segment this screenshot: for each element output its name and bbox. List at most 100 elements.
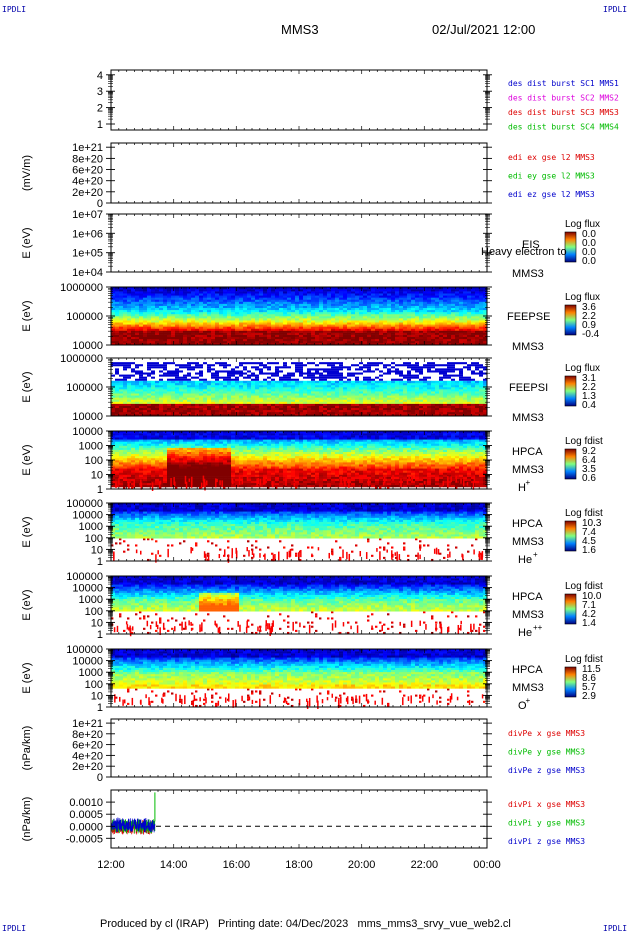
heatmap-cell	[147, 289, 151, 291]
heatmap-cell	[331, 393, 335, 395]
heatmap-cell	[207, 310, 211, 312]
heatmap-cell	[395, 312, 399, 314]
heatmap-cell	[271, 328, 275, 330]
heatmap-cell	[155, 362, 159, 364]
heatmap-cell	[127, 302, 131, 304]
heatmap-cell	[299, 402, 303, 404]
heatmap-cell	[119, 339, 123, 341]
heatmap-cell	[315, 412, 319, 414]
heatmap-cell	[231, 308, 235, 310]
heatmap-cell	[307, 395, 311, 397]
heatmap-cell	[459, 306, 463, 308]
heatmap-cell	[147, 375, 151, 377]
heatmap-cell	[247, 333, 251, 335]
heatmap-cell	[247, 393, 251, 395]
heatmap-cell	[407, 306, 411, 308]
heatmap-cell	[119, 324, 123, 326]
heatmap-cell	[431, 312, 435, 314]
heatmap-cell	[351, 324, 355, 326]
heatmap-cell	[423, 337, 427, 339]
heatmap-cell	[195, 366, 199, 368]
heatmap-cell	[275, 381, 279, 383]
heatmap-cell	[151, 362, 155, 364]
heatmap-cell	[295, 408, 299, 410]
heatmap-cell	[283, 322, 287, 324]
heatmap-cell	[175, 364, 179, 366]
heatmap-cell	[143, 387, 147, 389]
heatmap-cell	[163, 331, 167, 333]
heatmap-cell	[471, 299, 475, 301]
heatmap-cell	[207, 312, 211, 314]
heatmap-cell	[339, 335, 343, 337]
heatmap-cell	[343, 399, 347, 401]
heatmap-cell	[191, 337, 195, 339]
heatmap-cell	[271, 314, 275, 316]
heatmap-cell	[227, 364, 231, 366]
y-axis-label: E (eV)	[21, 300, 33, 331]
heatmap-cell	[187, 368, 191, 370]
heatmap-cell	[367, 391, 371, 393]
heatmap-cell	[423, 304, 427, 306]
heatmap-cell	[199, 375, 203, 377]
heatmap-cell	[387, 308, 391, 310]
heatmap-cell	[215, 404, 219, 406]
heatmap-cell	[123, 383, 127, 385]
heatmap-cell	[427, 304, 431, 306]
heatmap-cell	[343, 324, 347, 326]
heatmap-cell	[143, 333, 147, 335]
heatmap-cell	[195, 395, 199, 397]
heatmap-cell	[295, 331, 299, 333]
heatmap-cell	[403, 304, 407, 306]
heatmap-cell	[443, 326, 447, 328]
heatmap-cell	[271, 337, 275, 339]
heatmap-cell	[239, 318, 243, 320]
heatmap-cell	[387, 339, 391, 341]
heatmap-cell	[331, 289, 335, 291]
heatmap-cell	[203, 333, 207, 335]
heatmap-cell	[383, 331, 387, 333]
heatmap-cell	[183, 322, 187, 324]
heatmap-cell	[287, 375, 291, 377]
heatmap-cell	[171, 289, 175, 291]
heatmap-cell	[119, 381, 123, 383]
colorbar-tick-label: 0.0	[582, 256, 596, 267]
heatmap-cell	[375, 397, 379, 399]
heatmap-cell	[255, 412, 259, 414]
heatmap-cell	[355, 331, 359, 333]
heatmap-cell	[195, 295, 199, 297]
heatmap-cell	[123, 362, 127, 364]
heatmap-cell	[291, 302, 295, 304]
heatmap-cell	[427, 306, 431, 308]
heatmap-cell	[243, 387, 247, 389]
heatmap-cell	[251, 318, 255, 320]
heatmap-cell	[191, 377, 195, 379]
heatmap-cell	[295, 393, 299, 395]
heatmap-cell	[443, 318, 447, 320]
heatmap-cell	[283, 337, 287, 339]
heatmap-cell	[187, 312, 191, 314]
y-tick-label: 1000000	[60, 282, 103, 294]
heatmap-cell	[207, 395, 211, 397]
heatmap-cell	[291, 310, 295, 312]
heatmap-cell	[163, 333, 167, 335]
heatmap-cell	[163, 335, 167, 337]
heatmap-cell	[223, 318, 227, 320]
heatmap-cell	[219, 299, 223, 301]
heatmap-cell	[359, 406, 363, 408]
heatmap-cell	[347, 331, 351, 333]
heatmap-cell	[395, 297, 399, 299]
heatmap-cell	[475, 297, 479, 299]
heatmap-cell	[287, 393, 291, 395]
heatmap-cell	[227, 304, 231, 306]
heatmap-cell	[267, 402, 271, 404]
heatmap-cell	[183, 339, 187, 341]
heatmap-cell	[139, 402, 143, 404]
heatmap-cell	[343, 339, 347, 341]
heatmap-cell	[151, 412, 155, 414]
heatmap-cell	[359, 368, 363, 370]
heatmap-cell	[471, 339, 475, 341]
heatmap-cell	[163, 316, 167, 318]
heatmap-cell	[331, 370, 335, 372]
heatmap-cell	[123, 291, 127, 293]
heatmap-cell	[359, 308, 363, 310]
